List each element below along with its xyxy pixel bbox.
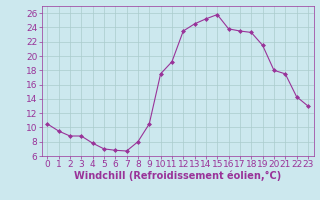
X-axis label: Windchill (Refroidissement éolien,°C): Windchill (Refroidissement éolien,°C) <box>74 171 281 181</box>
